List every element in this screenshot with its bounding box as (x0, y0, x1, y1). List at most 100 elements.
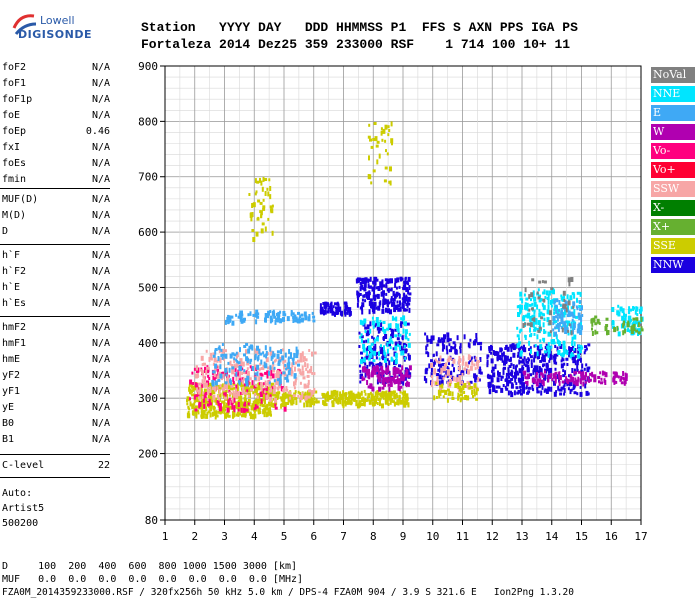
echo-point (404, 348, 408, 354)
echo-point (275, 380, 279, 386)
echo-point (587, 343, 591, 347)
param-value: N/A (91, 354, 110, 365)
echo-point (405, 333, 407, 337)
echo-point (389, 336, 392, 340)
echo-point (273, 393, 277, 397)
echo-point (202, 375, 206, 379)
echo-point (200, 414, 203, 419)
echo-point (375, 320, 378, 324)
echo-point (212, 362, 215, 366)
echo-point (283, 364, 286, 370)
echo-point (237, 399, 241, 405)
echo-point (570, 379, 574, 383)
echo-point (368, 155, 370, 161)
x-tick-label: 5 (281, 530, 288, 543)
echo-point (360, 338, 363, 344)
echo-point (510, 392, 514, 398)
y-tick-label: 500 (138, 281, 158, 294)
echo-point (593, 379, 597, 383)
echo-point (381, 403, 384, 409)
echo-point (605, 324, 609, 327)
echo-point (524, 364, 528, 368)
echo-point (373, 366, 377, 372)
echo-point (208, 401, 211, 405)
echo-point (396, 294, 399, 298)
echo-point (301, 351, 304, 357)
echo-point (401, 399, 405, 403)
echo-point (505, 356, 508, 362)
echo-point (203, 393, 207, 399)
echo-point (474, 341, 477, 345)
echo-point (623, 312, 625, 318)
echo-point (400, 317, 403, 321)
echo-point (387, 308, 390, 314)
echo-point (583, 367, 586, 371)
echo-point (403, 358, 406, 362)
echo-point (312, 315, 316, 319)
echo-point (576, 291, 580, 295)
echo-point (530, 307, 534, 311)
echo-point (552, 373, 556, 379)
param-value: N/A (91, 210, 110, 221)
echo-point (541, 280, 544, 284)
echo-point (336, 394, 339, 398)
echo-point (533, 309, 536, 313)
echo-point (405, 372, 407, 375)
echo-point (265, 386, 268, 391)
echo-point (372, 169, 376, 173)
echo-point (386, 152, 389, 156)
echo-point (580, 325, 583, 331)
echo-point (510, 347, 513, 352)
echo-point (471, 389, 474, 395)
echo-point (537, 288, 540, 292)
echo-point (530, 333, 533, 336)
echo-point (441, 340, 444, 346)
echo-point (321, 392, 325, 396)
echo-point (625, 313, 627, 317)
echo-point (238, 412, 242, 416)
echo-point (601, 370, 604, 376)
echo-point (261, 397, 265, 401)
echo-point (427, 339, 430, 343)
echo-point (205, 349, 208, 353)
echo-point (589, 372, 593, 376)
echo-point (575, 305, 578, 309)
echo-point (243, 345, 247, 348)
echo-point (311, 371, 314, 375)
auto-code: 500200 (2, 518, 39, 529)
echo-point (529, 322, 533, 328)
echo-point (248, 377, 252, 381)
echo-point (446, 397, 449, 403)
echo-point (530, 298, 532, 302)
echo-point (388, 180, 391, 184)
echo-point (262, 198, 265, 202)
echo-point (299, 352, 303, 358)
x-tick-label: 17 (634, 530, 647, 543)
echo-point (303, 402, 306, 408)
echo-point (364, 392, 367, 396)
echo-point (375, 286, 378, 290)
echo-point (308, 389, 312, 393)
echo-point (357, 391, 360, 395)
echo-point (531, 302, 534, 306)
legend-item: NNE (651, 86, 695, 102)
param-name: fmin (2, 174, 27, 185)
echo-point (613, 376, 616, 379)
echo-point (221, 343, 224, 346)
echo-point (374, 371, 377, 375)
echo-point (543, 389, 546, 393)
echo-point (382, 373, 385, 377)
echo-point (241, 320, 244, 324)
echo-point (267, 310, 271, 316)
param-value: N/A (91, 386, 110, 397)
echo-point (262, 388, 266, 392)
echo-point (249, 212, 252, 216)
echo-point (337, 304, 340, 310)
echo-point (251, 366, 254, 371)
echo-point (525, 358, 528, 362)
echo-point (218, 402, 222, 406)
echo-point (558, 321, 561, 327)
param-value: N/A (91, 110, 110, 121)
echo-point (526, 373, 530, 379)
echo-point (517, 312, 520, 317)
